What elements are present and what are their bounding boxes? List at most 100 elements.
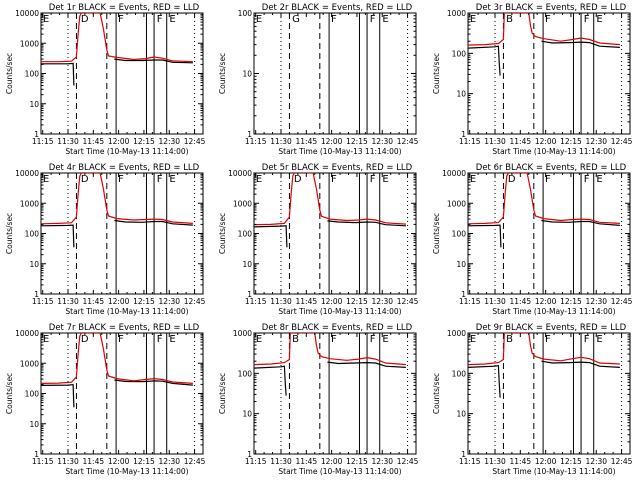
x-tick-label: 12:00 [321,137,343,146]
region-label: F [545,334,551,345]
x-tick-label: 11:15 [32,137,54,146]
x-tick-label: 11:30 [270,457,292,466]
region-label: F [331,14,337,25]
x-tick-label: 12:30 [158,137,180,146]
x-tick-label: 12:30 [158,297,180,306]
panel-title: Det 6r BLACK = Events, RED = LLD [476,163,627,173]
series-line-lld [41,333,193,384]
x-axis-label: Start Time (10-May-13 11:14:00) [278,467,401,476]
y-tick-label: 1 [461,450,466,459]
y-tick-label: 10 [242,260,252,269]
x-tick-label: 11:30 [57,457,79,466]
x-axis-label: Start Time (10-May-13 11:14:00) [278,307,401,316]
x-tick-label: 11:30 [270,297,292,306]
x-tick-label: 12:00 [108,137,130,146]
x-tick-label: 12:45 [397,137,419,146]
x-tick-label: 12:00 [108,297,130,306]
x-tick-label: 11:45 [296,297,318,306]
x-tick-label: 12:15 [133,457,155,466]
y-tick-label: 10000 [15,169,39,178]
region-label: B [506,334,513,345]
plot-frame [253,332,417,455]
region-label: B [506,14,513,25]
y-tick-label: 10000 [15,9,39,18]
region-label: F [331,174,337,185]
x-axis-label: Start Time (10-May-13 11:14:00) [492,307,615,316]
region-label: F [584,14,590,25]
region-label: E [169,14,175,25]
region-label: E [43,334,49,345]
plot-frame [253,172,417,295]
y-tick-label: 100 [25,390,40,399]
region-label: E [470,14,476,25]
x-tick-label: 11:30 [484,457,506,466]
x-tick-label: 11:30 [57,297,79,306]
panel-title: Det 1r BLACK = Events, RED = LLD [49,3,200,13]
x-tick-label: 12:45 [611,137,633,146]
plot-frame [40,332,204,455]
x-tick-label: 12:45 [397,297,419,306]
x-tick-label: 11:30 [270,137,292,146]
x-tick-label: 12:00 [535,297,557,306]
x-tick-label: 12:30 [585,297,607,306]
region-label: E [596,174,602,185]
region-label: F [118,174,124,185]
y-tick-label: 100 [452,230,467,239]
y-tick-label: 10 [242,410,252,419]
y-tick-label: 10 [242,70,252,79]
y-tick-label: 1 [247,130,252,139]
region-label: D [81,174,89,185]
y-tick-label: 1 [247,450,252,459]
y-axis-label: Counts/sec [218,213,227,254]
region-label: E [256,174,262,185]
y-tick-label: 1 [34,450,39,459]
y-axis-label: Counts/sec [5,53,14,94]
region-label: G [292,14,300,25]
x-tick-label: 12:30 [371,457,393,466]
y-axis-label: Counts/sec [218,373,227,414]
region-label: F [545,174,551,185]
series-line-lld [254,333,406,366]
x-tick-label: 11:15 [245,457,267,466]
x-tick-label: 12:15 [560,297,582,306]
region-label: E [43,14,49,25]
x-tick-label: 12:45 [184,137,206,146]
plot-frame [40,12,204,135]
x-tick-label: 11:45 [296,137,318,146]
y-tick-label: 10000 [442,169,466,178]
plot-frame [467,332,631,455]
y-tick-label: 1000 [233,199,252,208]
y-tick-label: 10 [456,410,466,419]
x-tick-label: 11:45 [510,457,532,466]
x-tick-label: 12:45 [611,297,633,306]
plot-frame [40,172,204,295]
region-label: F [584,334,590,345]
region-label: E [470,334,476,345]
x-tick-label: 11:30 [57,137,79,146]
x-tick-label: 12:15 [346,137,368,146]
y-tick-label: 10 [456,90,466,99]
x-tick-label: 11:30 [484,297,506,306]
x-tick-label: 12:15 [133,297,155,306]
x-tick-label: 11:45 [296,457,318,466]
region-label: F [118,334,124,345]
region-label: E [256,14,262,25]
region-label: F [370,174,376,185]
y-tick-label: 1000 [447,199,466,208]
series-line-events [468,219,620,248]
y-tick-label: 100 [238,230,253,239]
region-label: E [169,174,175,185]
x-tick-label: 12:30 [158,457,180,466]
region-label: F [157,334,163,345]
panel-title: Det 7r BLACK = Events, RED = LLD [49,323,200,333]
region-label: E [596,14,602,25]
y-axis-label: Counts/sec [432,53,441,94]
x-tick-label: 12:15 [346,457,368,466]
